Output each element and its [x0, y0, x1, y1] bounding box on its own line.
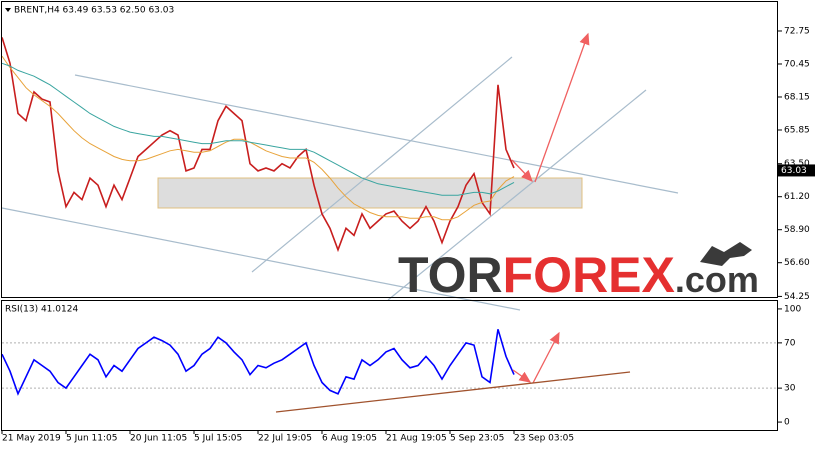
y-tick-label: 56.60 — [784, 258, 810, 268]
y-tick-label: 58.90 — [784, 225, 810, 235]
rsi-trendline — [275, 371, 631, 413]
y-tick-label: 61.20 — [784, 192, 810, 202]
forecast-arrows — [511, 32, 590, 384]
x-tick-label: 21 Aug 19:05 — [386, 434, 447, 444]
y-tick-label: 70.45 — [784, 59, 810, 69]
x-tick-label: 21 May 2019 — [2, 434, 61, 444]
brand-tor: TOR — [398, 247, 503, 303]
series-line — [1, 37, 515, 253]
x-tick-label: 5 Jul 15:05 — [194, 434, 242, 444]
y-tick-label: 30 — [784, 384, 796, 394]
support-zone — [157, 177, 583, 209]
last-price-label: 63.03 — [781, 166, 807, 176]
y-tick-label: 68.15 — [784, 92, 810, 102]
watermark: TORFOREX.com — [398, 242, 759, 303]
y-tick-label: 54.25 — [784, 292, 810, 302]
y-tick-label: 63.50 — [784, 159, 810, 169]
channel-lines — [1, 56, 679, 311]
y-tick-label: 70 — [784, 338, 796, 348]
x-tick-label: 5 Sep 23:05 — [450, 434, 504, 444]
y-tick-label: 0 — [784, 418, 790, 428]
x-tick-label: 22 Jul 19:05 — [258, 434, 312, 444]
series-line — [1, 55, 515, 221]
menu-triangle — [5, 8, 11, 12]
y-tick-label: 72.75 — [784, 26, 810, 36]
y-tick-label: 65.85 — [784, 125, 810, 135]
bull-icon — [700, 242, 752, 266]
x-tick-label: 20 Jun 11:05 — [130, 434, 187, 444]
brand-com: .com — [675, 259, 759, 300]
y-tick-label: 100 — [784, 304, 801, 314]
x-tick-label: 6 Aug 19:05 — [322, 434, 377, 444]
panel-frames — [1, 1, 778, 431]
chart-title: BRENT,H4 63.49 63.53 62.50 63.03 — [14, 6, 174, 16]
x-tick-label: 23 Sep 03:05 — [514, 434, 574, 444]
last-price-box — [778, 164, 815, 177]
rsi-title: RSI(13) 41.0124 — [5, 305, 78, 315]
x-tick-label: 5 Jun 11:05 — [66, 434, 117, 444]
series-line — [1, 62, 515, 196]
series-line — [1, 329, 515, 396]
brand-part: TORFOREX.com — [398, 247, 759, 303]
brand-forex: FOREX — [503, 247, 675, 303]
